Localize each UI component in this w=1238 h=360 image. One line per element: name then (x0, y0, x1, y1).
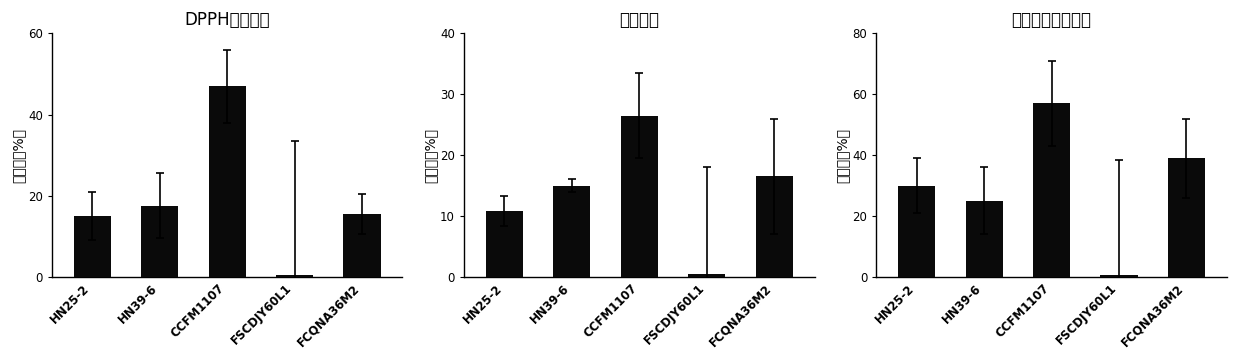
Title: 还原能力: 还原能力 (619, 11, 660, 29)
Bar (1032, 103, 1070, 277)
Bar (966, 201, 1003, 277)
Bar (208, 86, 245, 277)
Y-axis label: 消除率（%）: 消除率（%） (423, 127, 437, 183)
Bar (898, 185, 935, 277)
Bar (74, 216, 111, 277)
Y-axis label: 消除率（%）: 消除率（%） (11, 127, 25, 183)
Bar (755, 176, 792, 277)
Bar (1101, 275, 1138, 277)
Bar (1167, 158, 1205, 277)
Bar (620, 116, 657, 277)
Title: DPPH清除能力: DPPH清除能力 (184, 11, 270, 29)
Y-axis label: 消除率（%）: 消除率（%） (836, 127, 849, 183)
Bar (141, 206, 178, 277)
Bar (343, 214, 380, 277)
Title: 羟自由基清除能力: 羟自由基清除能力 (1011, 11, 1092, 29)
Bar (688, 274, 725, 277)
Bar (553, 185, 591, 277)
Bar (485, 211, 522, 277)
Bar (276, 275, 313, 277)
